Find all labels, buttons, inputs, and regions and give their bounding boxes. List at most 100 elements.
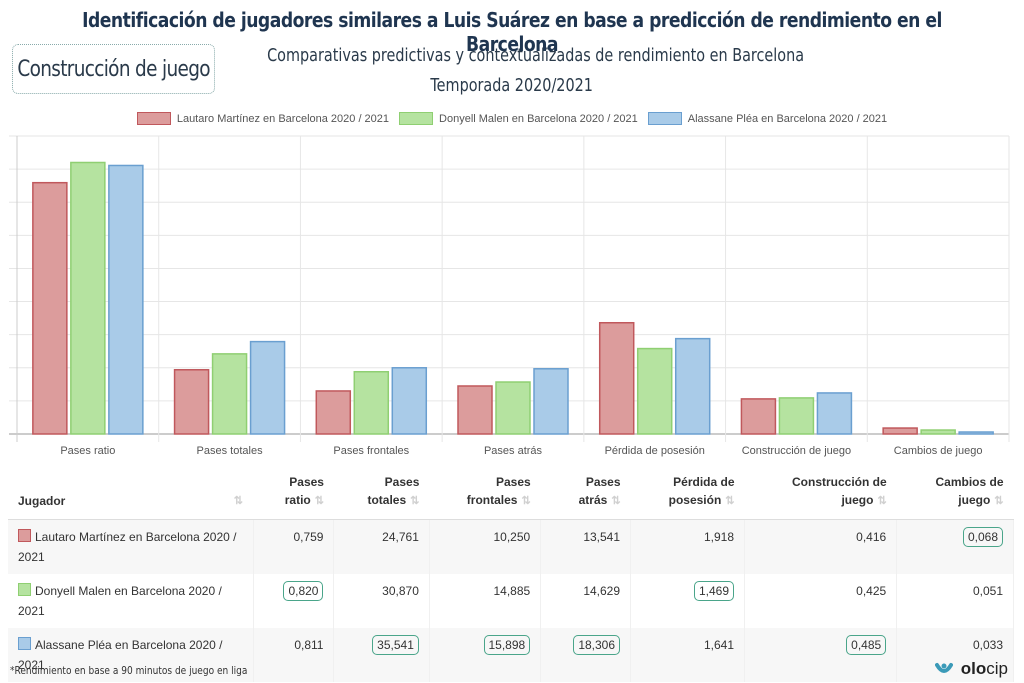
table-row: Alassane Pléa en Barcelona 2020 / 2021 0,… (8, 628, 1014, 682)
player-cell: Alassane Pléa en Barcelona 2020 / 2021 (8, 628, 254, 682)
column-header[interactable]: Cambios de juego ⇅ (896, 465, 1014, 520)
highlighted-value: 35,541 (372, 635, 419, 655)
column-header-label: posesión (668, 493, 722, 507)
bar (778, 397, 815, 435)
subtitle-text: Comparativas predictivas y contextualiza… (267, 45, 805, 66)
cell-value: 13,541 (583, 530, 621, 544)
column-header[interactable]: Jugador ⇅ (8, 465, 253, 520)
section-label-text: Construcción de juego (17, 56, 210, 82)
column-header[interactable]: Pases atrás ⇅ (540, 465, 631, 520)
cell-value: 24,761 (382, 530, 419, 544)
value-cell: 30,870 (333, 574, 430, 628)
value-cell: 24,761 (333, 519, 430, 574)
legend-label: Alassane Pléa en Barcelona 2020 / 2021 (687, 112, 888, 125)
highlighted-value: 15,898 (483, 635, 531, 655)
highlighted-value: 0,820 (283, 581, 324, 601)
column-header[interactable]: Pases frontales ⇅ (429, 465, 541, 520)
bar (636, 347, 673, 435)
value-cell: 13,541 (540, 519, 632, 574)
cell-value: 0,759 (293, 530, 324, 544)
column-header[interactable]: Pases totales ⇅ (333, 465, 430, 520)
bar (173, 369, 210, 435)
cell-value: 0,416 (856, 530, 887, 544)
column-header[interactable]: Pases ratio ⇅ (253, 465, 334, 520)
cell-value: 14,885 (493, 584, 531, 598)
footnote: *Rendimiento en base a 90 minutos de jue… (10, 664, 248, 677)
bar (391, 367, 428, 435)
sort-icon[interactable]: ⇅ (521, 495, 531, 507)
value-cell: 0,051 (896, 574, 1014, 628)
column-header[interactable]: Pérdida de posesión ⇅ (630, 465, 745, 520)
table-row: Donyell Malen en Barcelona 2020 / 2021 0,… (8, 574, 1014, 628)
sort-icon[interactable]: ⇅ (410, 495, 420, 507)
sort-icon[interactable]: ⇅ (314, 495, 324, 507)
value-cell: 0,759 (253, 519, 335, 574)
value-cell: 1,641 (630, 628, 746, 682)
bar (882, 427, 918, 435)
value-cell: 1,918 (630, 519, 746, 574)
value-cell: 0,416 (744, 519, 898, 574)
highlighted-value: 1,469 (693, 581, 735, 601)
column-header-label: Cambios de (935, 475, 1004, 489)
sort-icon[interactable]: ⇅ (877, 495, 887, 507)
value-cell: 10,250 (429, 519, 542, 574)
chart-legend: Lautaro Martínez en Barcelona 2020 / 202… (0, 112, 1024, 125)
column-header-label: totales (367, 493, 407, 507)
season-label: Temporada 2020/2021 (200, 75, 824, 96)
bar (108, 164, 144, 435)
stats-table: Jugador ⇅ Pases ratio ⇅ Pases totales ⇅ Pases fro… (8, 465, 1014, 682)
table-row: Lautaro Martínez en Barcelona 2020 / 202… (8, 519, 1014, 574)
value-cell: 18,306 (540, 628, 632, 682)
cell-value: 14,629 (583, 584, 621, 598)
value-cell: 35,541 (333, 628, 430, 682)
column-header-label: Jugador (18, 494, 66, 508)
column-header-label: Pases (289, 475, 324, 489)
x-tick-label: Cambios de juego (894, 445, 983, 457)
sort-icon[interactable]: ⇅ (233, 495, 243, 507)
series-swatch (18, 583, 31, 596)
x-tick-label: Construcción de juego (742, 445, 851, 457)
sort-icon[interactable]: ⇅ (994, 495, 1004, 507)
value-cell: 0,425 (744, 574, 898, 628)
bar (958, 431, 994, 435)
bar (315, 390, 352, 435)
column-header-label: Pases (384, 475, 420, 489)
bar (816, 392, 853, 435)
table-header-row: Jugador ⇅ Pases ratio ⇅ Pases totales ⇅ Pases fro… (8, 465, 1014, 520)
series-swatch (18, 637, 31, 650)
legend-item[interactable]: Lautaro Martínez en Barcelona 2020 / 202… (136, 112, 389, 125)
value-cell: 15,898 (429, 628, 542, 682)
value-cell: 0,485 (744, 628, 898, 682)
column-header-label: Pases (585, 475, 621, 489)
cell-value: 1,641 (703, 638, 735, 652)
value-cell: 14,629 (540, 574, 632, 628)
value-cell: 1,469 (630, 574, 746, 628)
x-tick-label: Pases totales (197, 445, 264, 457)
bar (249, 340, 286, 435)
legend-label: Donyell Malen en Barcelona 2020 / 2021 (439, 112, 638, 125)
page-title: Identificación de jugadores similares a … (82, 8, 942, 56)
bar (740, 398, 777, 435)
column-header-label: juego (841, 493, 874, 507)
bar (353, 371, 390, 435)
brand-light: cip (986, 659, 1008, 678)
value-cell: 0,820 (253, 574, 335, 628)
series-swatch (18, 529, 31, 542)
bar (70, 161, 106, 435)
cell-value: 0,811 (294, 638, 324, 652)
bar (598, 321, 635, 435)
bar (920, 429, 956, 435)
x-tick-label: Pérdida de posesión (605, 445, 705, 457)
legend-item[interactable]: Donyell Malen en Barcelona 2020 / 2021 (399, 112, 638, 125)
value-cell: 0,033 (896, 628, 1014, 682)
season-text: Temporada 2020/2021 (430, 75, 594, 96)
column-header[interactable]: Construcción de juego ⇅ (744, 465, 897, 520)
player-name: Lautaro Martínez en Barcelona 2020 / 202… (18, 530, 237, 564)
legend-item[interactable]: Alassane Pléa en Barcelona 2020 / 2021 (647, 112, 888, 125)
brand-logo: olocip (934, 659, 1008, 679)
sort-icon[interactable]: ⇅ (725, 495, 735, 507)
column-header-label: juego (958, 493, 991, 507)
bar-chart: Pases ratio Pases totales Pases frontales P… (9, 135, 1010, 457)
highlighted-value: 0,068 (962, 527, 1003, 547)
sort-icon[interactable]: ⇅ (611, 495, 621, 507)
